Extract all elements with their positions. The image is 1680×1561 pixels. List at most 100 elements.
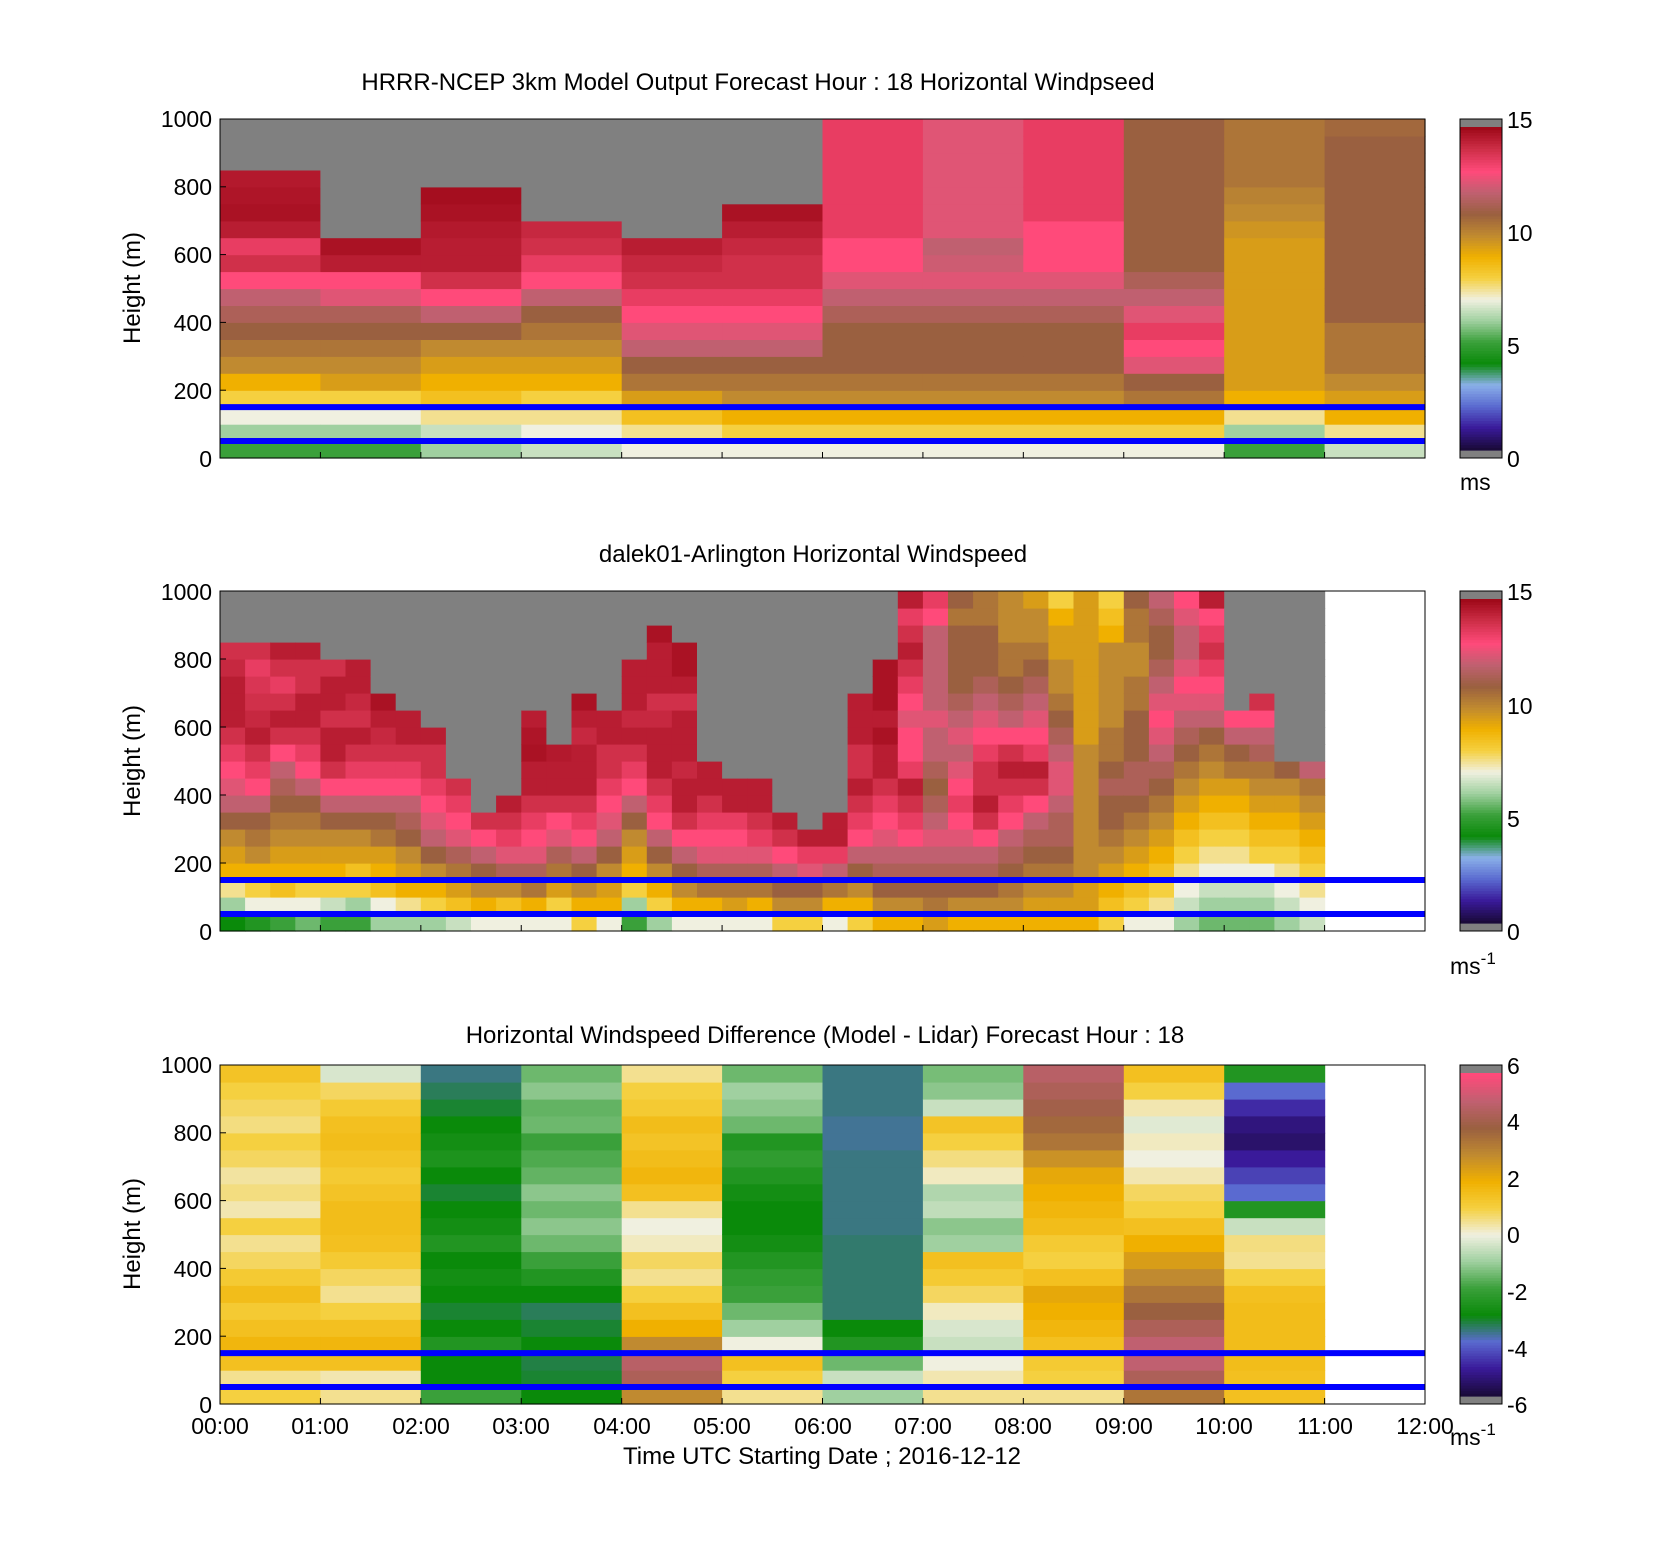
heatmap-cell [697, 812, 723, 830]
colorbar-swatch [1460, 310, 1502, 314]
colorbar-swatch [1460, 1151, 1502, 1155]
colorbar-swatch [1460, 896, 1502, 900]
heatmap-cell [546, 829, 573, 847]
colorbar-swatch [1460, 1148, 1502, 1152]
colorbar-swatch [1460, 1159, 1502, 1163]
heatmap-cell [1023, 880, 1049, 898]
heatmap-cell [1199, 642, 1225, 660]
colorbar-swatch [1460, 871, 1502, 875]
heatmap-cell [220, 1183, 321, 1202]
colorbar-swatch [1460, 617, 1502, 622]
colorbar-swatch [1460, 1199, 1502, 1203]
y-tick-label: 0 [199, 919, 212, 945]
difference-heatmap [219, 1064, 1426, 1405]
heatmap-cell [1148, 761, 1175, 779]
heatmap-cell [998, 676, 1024, 694]
heatmap-cell [1073, 897, 1100, 915]
colorbar-swatch [1460, 734, 1502, 738]
heatmap-cell [445, 642, 472, 660]
heatmap-cell [295, 846, 321, 864]
heatmap-cell [1324, 424, 1426, 442]
heatmap-cell [822, 1200, 924, 1219]
colorbar-swatch [1460, 1288, 1502, 1292]
heatmap-cell [948, 608, 974, 626]
heatmap-cell [1123, 591, 1150, 609]
heatmap-cell [822, 829, 849, 847]
colorbar-swatch [1460, 164, 1502, 168]
heatmap-cell [521, 1268, 623, 1286]
heatmap-cell [822, 676, 849, 694]
heatmap-cell [671, 812, 698, 830]
heatmap-cell [897, 676, 924, 694]
heatmap-cell [1174, 829, 1200, 847]
colorbar-swatch [1460, 1110, 1502, 1114]
heatmap-cell [295, 795, 321, 813]
heatmap-cell [797, 880, 824, 898]
heatmap-cell [245, 897, 271, 915]
colorbar-swatch [1460, 390, 1502, 395]
heatmap-cell [973, 676, 999, 694]
heatmap-cell [973, 761, 999, 779]
heatmap-cell [521, 1251, 623, 1270]
heatmap-cell [722, 1353, 824, 1371]
x-tick-label: 00:00 [191, 1413, 249, 1439]
colorbar-swatch [1460, 723, 1502, 727]
colorbar-swatch [1460, 1301, 1502, 1306]
heatmap-cell [722, 693, 748, 711]
colorbar-swatch [1460, 358, 1502, 362]
heatmap-cell [220, 1132, 321, 1151]
heatmap-cell [1123, 322, 1225, 340]
heatmap-cell [1274, 914, 1301, 932]
heatmap-cell [1324, 305, 1426, 323]
heatmap-cell [471, 846, 497, 864]
heatmap-cell [1123, 254, 1225, 273]
heatmap-cell [772, 659, 798, 677]
heatmap-cell [270, 659, 296, 677]
heatmap-cell [245, 914, 271, 932]
heatmap-cell [772, 914, 798, 932]
model-reference-lines [219, 118, 1426, 459]
heatmap-cell [722, 271, 824, 290]
colorbar-swatch [1460, 904, 1502, 908]
lidar-colorbar: 0 5 10 15 ms-1 [1450, 579, 1533, 979]
heatmap-cell [546, 880, 573, 898]
heatmap-cell [220, 441, 321, 459]
heatmap-cell [697, 914, 723, 932]
colorbar-unit-exponent: -1 [1481, 1420, 1496, 1439]
heatmap-cell [1123, 1285, 1225, 1303]
heatmap-cell [1123, 407, 1225, 425]
heatmap-cell [973, 914, 999, 932]
heatmap-cell [496, 778, 522, 796]
heatmap-cell [822, 608, 849, 626]
heatmap-cell [220, 305, 321, 323]
heatmap-cell [1174, 659, 1200, 677]
heatmap-cell [772, 880, 798, 898]
colorbar-swatch [1460, 398, 1502, 403]
heatmap-cell [320, 897, 347, 915]
heatmap-cell [772, 846, 798, 864]
heatmap-cell [897, 608, 924, 626]
heatmap-cell [546, 761, 573, 779]
heatmap-cell [1098, 812, 1125, 830]
heatmap-cell [1023, 1251, 1125, 1270]
colorbar-swatch [1460, 334, 1502, 338]
heatmap-cell [1174, 897, 1200, 915]
colorbar-swatch [1460, 769, 1502, 773]
heatmap-cell [521, 863, 547, 881]
heatmap-cell [1123, 642, 1150, 660]
heatmap-cell [797, 642, 824, 660]
heatmap-cell [621, 1082, 723, 1100]
colorbar-swatch [1460, 731, 1502, 735]
heatmap-cell [471, 880, 497, 898]
heatmap-cell [220, 407, 321, 425]
heatmap-cell [621, 356, 723, 374]
heatmap-cell [621, 1387, 723, 1405]
heatmap-cell [922, 390, 1024, 408]
heatmap-cell [1199, 846, 1225, 864]
heatmap-cell [270, 863, 296, 881]
heatmap-cell [1199, 761, 1225, 779]
heatmap-cell [395, 829, 422, 847]
heatmap-cell [822, 1098, 924, 1117]
heatmap-cell [1224, 237, 1326, 256]
lidar-colorbar-frame [1459, 590, 1503, 932]
